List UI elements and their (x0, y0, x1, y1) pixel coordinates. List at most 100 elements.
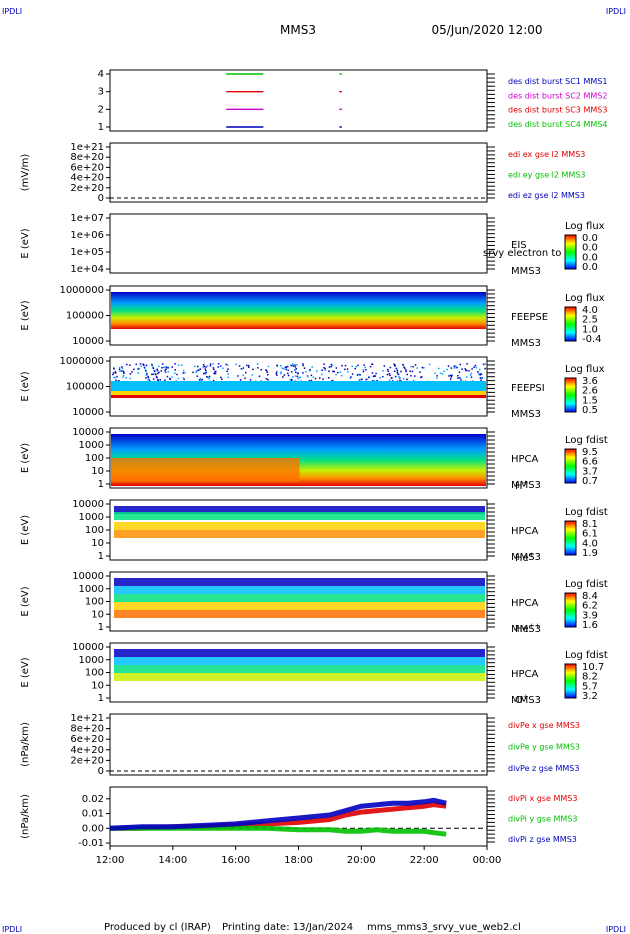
spectrogram-pixel (171, 376, 173, 378)
spectrogram-pixel (153, 370, 156, 373)
colorbar-title: Log flux (565, 293, 605, 304)
spectrogram-pixel (324, 369, 326, 371)
x-tick-label: 16:00 (221, 855, 250, 866)
spectrogram-pixel (244, 377, 246, 379)
corner-label-bottom-right: IPDLI (606, 925, 626, 934)
spectrogram-pixel (260, 380, 263, 382)
y-tick-label: 100 (85, 597, 104, 608)
spectrogram-pixel (181, 364, 183, 366)
spectrogram-pixel (182, 369, 185, 372)
spectrogram-pixel (308, 379, 311, 382)
colorbar-tick-label: 6.6 (582, 457, 598, 468)
spectrogram-pixel (396, 369, 399, 371)
spectrogram-pixel (294, 375, 297, 377)
spectrogram-pixel (147, 377, 150, 379)
spectrogram-pixel (158, 365, 160, 368)
spectrogram-pixel (214, 370, 217, 373)
y-tick-label: 10 (91, 680, 104, 691)
spectrogram-pixel (176, 373, 178, 376)
spectrogram-pixel (182, 372, 185, 374)
y-axis-label: E (eV) (20, 657, 31, 687)
spectrogram-pixel (321, 373, 323, 376)
spectrogram-pixel (121, 367, 124, 370)
spectrogram-pixel (363, 364, 365, 366)
spectrogram-pixel (112, 372, 115, 374)
spectrogram-pixel (307, 375, 309, 378)
spectrogram-pixel (464, 368, 466, 370)
y-tick-label: 0.02 (82, 794, 104, 805)
spectrogram-pixel (114, 370, 117, 373)
spectrogram-pixel (256, 363, 259, 365)
spectrogram-pixel (328, 377, 330, 379)
colorbar-tick-label: 0.5 (582, 405, 598, 416)
spectrogram-pixel (197, 369, 199, 372)
spectrogram-pixel (465, 369, 467, 372)
spectrogram-pixel (142, 363, 145, 365)
spectrogram-pixel (203, 372, 206, 374)
spectrogram-pixel (295, 368, 298, 370)
spectrogram-pixel (133, 368, 135, 371)
spectrogram-pixel (302, 372, 304, 374)
spectrogram-pixel (393, 370, 396, 373)
y-axis-label: E (eV) (20, 300, 31, 330)
spectrogram-pixel (375, 372, 377, 375)
spectrogram-pixel (195, 371, 197, 374)
spectrogram-pixel (371, 372, 374, 374)
legend-entry: edi ez gse l2 MMS3 (508, 191, 585, 200)
spectrogram-pixel (152, 378, 155, 380)
spectrogram-pixel (171, 366, 174, 368)
spectrogram-pixel (119, 370, 121, 372)
spectrogram-pixel (213, 372, 215, 375)
spectrogram-pixel (285, 366, 288, 368)
spectrogram-pixel (208, 375, 211, 378)
spectrogram-pixel (359, 373, 361, 376)
spectrogram-pixel (365, 369, 367, 371)
spacecraft-title: MMS3 (280, 23, 316, 37)
spectrogram-pixel (279, 364, 282, 367)
spectrogram-pixel (450, 376, 453, 378)
spectrogram-pixel (287, 374, 290, 377)
spectrogram-pixel (323, 367, 325, 369)
spectrogram-pixel (448, 375, 450, 377)
spectrogram-pixel (450, 367, 453, 369)
legend-entry: divPi x gse MMS3 (508, 794, 577, 803)
spectrogram-pixel (147, 375, 149, 378)
spectrogram-pixel (265, 369, 268, 372)
spectrogram-pixel (125, 377, 127, 379)
spectrogram-pixel (114, 372, 117, 374)
colorbar-tick-label: 1.9 (582, 548, 598, 559)
spectrogram-pixel (349, 377, 352, 379)
spectrogram-pixel (129, 364, 131, 366)
spectrogram-pixel (362, 369, 365, 371)
spectrogram-band (111, 292, 486, 329)
colorbar-tick-label: 10.7 (582, 662, 604, 673)
spectrogram-pixel (303, 367, 306, 369)
spectrogram-pixel (358, 373, 361, 376)
instrument-label: FEEPSI (511, 383, 545, 394)
spectrogram-pixel (376, 379, 378, 382)
spectrogram-pixel (357, 364, 359, 367)
spectrogram-pixel (265, 377, 268, 380)
spectrogram-pixel (400, 370, 402, 373)
spectrogram-pixel (292, 364, 294, 366)
y-axis-label: E (eV) (20, 443, 31, 473)
spectrogram-pixel (131, 371, 133, 373)
spectrogram-pixel (386, 373, 389, 376)
instrument-label: HPCA (511, 598, 539, 609)
panel-frame (109, 713, 488, 776)
spectrogram-pixel (458, 371, 461, 373)
spectrogram-pixel (292, 365, 295, 367)
y-tick-label: 10 (91, 538, 104, 549)
spectrogram-pixel (139, 363, 142, 365)
spectrogram-pixel (364, 366, 366, 369)
colorbar-title: Log fdist (565, 579, 608, 590)
colorbar-tick-label: 8.4 (582, 591, 598, 602)
x-tick-label: 12:00 (96, 855, 125, 866)
spectrogram-pixel (346, 368, 349, 370)
y-tick-label: 3 (98, 87, 104, 98)
spectrogram-pixel (395, 367, 398, 370)
spectrogram-pixel (214, 371, 216, 373)
spectrogram-band (114, 530, 485, 538)
